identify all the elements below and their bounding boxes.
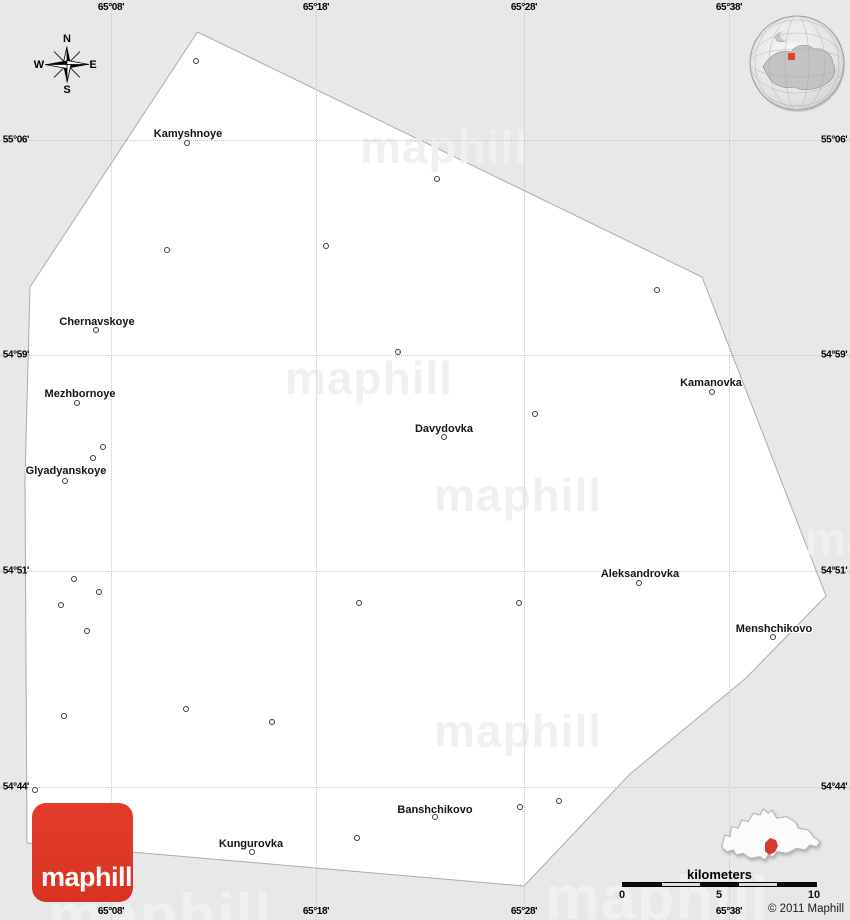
settlement-marker: [32, 787, 38, 793]
longitude-label-bottom: 65°38': [715, 906, 743, 917]
globe-marker: [788, 53, 795, 60]
gridline-vertical: [729, 0, 730, 920]
region-locator-inset: [721, 808, 821, 861]
town-marker: [93, 327, 99, 333]
settlement-marker: [556, 798, 562, 804]
maphill-watermark: maphill: [434, 469, 603, 521]
settlement-marker: [532, 411, 538, 417]
town-label: Chernavskoye: [59, 316, 135, 328]
latitude-label-right: 54°59': [821, 349, 848, 361]
scalebar-segment: [700, 883, 739, 886]
scalebar-segment: [777, 883, 816, 886]
town-marker: [709, 389, 715, 395]
latitude-label-right: 54°51': [821, 565, 848, 577]
town-marker: [184, 140, 190, 146]
latitude-label-left: 54°51': [2, 565, 30, 577]
longitude-label-top: 65°38': [715, 2, 743, 13]
longitude-label-top: 65°28': [510, 2, 538, 13]
latitude-label-right: 54°44': [821, 781, 848, 793]
maphill-logo[interactable]: maphill: [32, 803, 133, 902]
maphill-logo-text: maphill: [41, 862, 133, 892]
compass-south-label: S: [63, 84, 71, 96]
compass-north-label: N: [63, 33, 71, 45]
longitude-label-bottom: 65°08': [97, 906, 125, 917]
gridline-vertical: [316, 0, 317, 920]
compass-west-label: W: [33, 59, 45, 71]
settlement-marker: [183, 706, 189, 712]
maphill-watermark: maphill: [360, 121, 529, 173]
town-label: Kungurovka: [218, 838, 284, 850]
settlement-marker: [61, 713, 67, 719]
settlement-marker: [356, 600, 362, 606]
town-marker: [770, 634, 776, 640]
longitude-label-top: 65°08': [97, 2, 125, 13]
copyright-text: © 2011 Maphill: [767, 903, 844, 915]
settlement-marker: [164, 247, 170, 253]
longitude-label-top: 65°18': [302, 2, 330, 13]
settlement-marker: [90, 455, 96, 461]
settlement-marker: [517, 804, 523, 810]
latitude-label-left: 54°44': [2, 781, 30, 793]
gridline-horizontal: [0, 787, 850, 788]
maphill-watermark: maphill: [805, 513, 850, 565]
gridline-horizontal: [0, 571, 850, 572]
settlement-marker: [71, 576, 77, 582]
settlement-marker: [100, 444, 106, 450]
gridline-horizontal: [0, 355, 850, 356]
compass-rose-icon: [44, 46, 90, 83]
maphill-watermark: maphill: [545, 864, 770, 920]
scalebar-segment: [623, 883, 662, 886]
latitude-label-left: 55°06': [2, 134, 30, 146]
town-label: Kamyshnoye: [153, 128, 223, 140]
town-marker: [62, 478, 68, 484]
town-label: Davydovka: [414, 423, 474, 435]
town-label: Banshchikovo: [397, 804, 473, 816]
town-label: Menshchikovo: [735, 623, 813, 635]
town-marker: [249, 849, 255, 855]
town-marker: [441, 434, 447, 440]
district-boundary: [24, 31, 827, 887]
maphill-watermark: maphill: [285, 352, 454, 404]
settlement-marker: [269, 719, 275, 725]
town-label: Glyadyanskoye: [25, 465, 107, 477]
longitude-label-bottom: 65°18': [302, 906, 330, 917]
scalebar-tick: 5: [715, 889, 723, 901]
town-marker: [636, 580, 642, 586]
district-highlight: [765, 838, 778, 855]
globe-inset: [749, 15, 845, 112]
settlement-marker: [323, 243, 329, 249]
scalebar-tick: 0: [618, 889, 626, 901]
settlement-marker: [193, 58, 199, 64]
gridline-horizontal: [0, 140, 850, 141]
globe-landmass: [762, 44, 836, 91]
settlement-marker: [96, 589, 102, 595]
settlement-marker: [354, 835, 360, 841]
latitude-label-left: 54°59': [2, 349, 30, 361]
scalebar-tick: 10: [807, 889, 821, 901]
scalebar-title: kilometers: [686, 867, 753, 882]
town-label: Kamanovka: [680, 377, 742, 389]
maphill-watermark: maphill: [434, 705, 603, 757]
settlement-marker: [654, 287, 660, 293]
town-label: Aleksandrovka: [600, 568, 680, 580]
gridline-vertical: [111, 0, 112, 920]
settlement-marker: [516, 600, 522, 606]
settlement-marker: [434, 176, 440, 182]
longitude-label-bottom: 65°28': [510, 906, 538, 917]
scalebar-segment: [738, 883, 778, 886]
settlement-marker: [395, 349, 401, 355]
latitude-label-right: 55°06': [821, 134, 848, 146]
settlement-marker: [84, 628, 90, 634]
town-label: Mezhbornoye: [44, 388, 116, 400]
settlement-marker: [58, 602, 64, 608]
compass-east-label: E: [89, 59, 97, 71]
scalebar-segment: [661, 883, 701, 886]
scalebar: [622, 882, 817, 887]
oblast-outline: [721, 808, 821, 861]
town-marker: [432, 814, 438, 820]
gridline-vertical: [524, 0, 525, 920]
town-marker: [74, 400, 80, 406]
